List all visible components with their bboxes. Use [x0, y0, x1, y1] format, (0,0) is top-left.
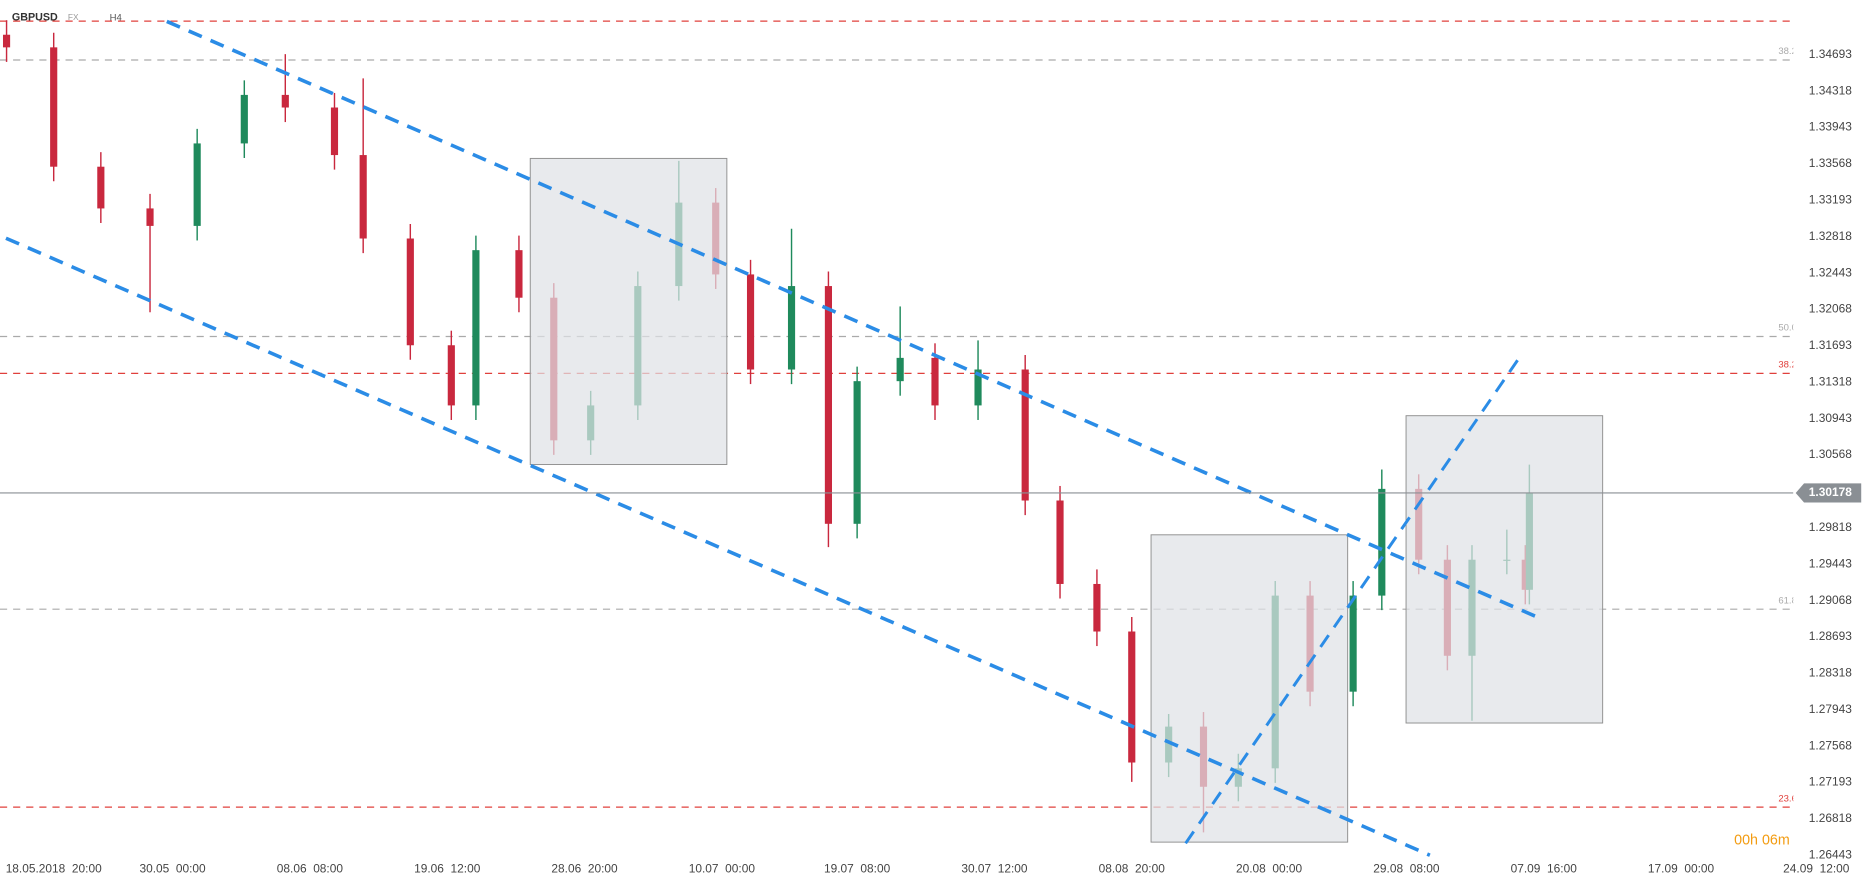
y-tick-label: 1.33568	[1809, 156, 1852, 170]
candle-body	[97, 166, 105, 209]
level-label: 23.6	[1778, 793, 1797, 804]
y-tick-label: 1.27943	[1809, 702, 1852, 716]
candle-body	[240, 94, 248, 144]
x-tick-label: 20.08 00:00	[1236, 862, 1303, 876]
candle-body	[2, 34, 11, 48]
x-tick-label: 10.07 00:00	[689, 862, 756, 876]
candle-body	[931, 357, 939, 406]
candle-body	[853, 381, 861, 524]
y-tick-label: 1.30568	[1809, 447, 1852, 461]
candle-body	[787, 286, 796, 370]
box	[1405, 415, 1604, 724]
candle-body	[193, 143, 201, 226]
y-tick-label: 1.29818	[1809, 520, 1852, 534]
y-tick-label: 1.32443	[1809, 265, 1852, 279]
level-label: 38.2	[1778, 46, 1797, 57]
box	[1150, 534, 1349, 843]
current-price-tag	[1795, 483, 1862, 503]
x-tick-label: 19.07 08:00	[824, 862, 891, 876]
y-tick-label: 1.28693	[1809, 629, 1852, 643]
x-tick-label: 28.06 20:00	[551, 862, 618, 876]
market: FX	[68, 12, 79, 22]
x-tick-label: 17.09 00:00	[1648, 862, 1715, 876]
x-tick-label: 19.06 12:00	[414, 862, 481, 876]
y-tick-label: 1.29068	[1809, 593, 1852, 607]
candle-body	[406, 238, 414, 346]
candle-body	[824, 286, 833, 524]
y-tick-label: 1.29443	[1809, 556, 1852, 570]
y-tick-label: 1.34693	[1809, 47, 1852, 61]
x-tick-label: 24.09 12:00	[1783, 862, 1850, 876]
box	[529, 157, 728, 466]
x-tick-label: 08.06 08:00	[277, 862, 344, 876]
countdown: 00h 06m	[1734, 833, 1790, 849]
y-tick-label: 1.31318	[1809, 374, 1852, 388]
symbol: GBPUSD	[12, 12, 58, 24]
x-tick-label: 07.09 16:00	[1511, 862, 1578, 876]
candle-body	[896, 357, 904, 382]
y-tick-label: 1.34318	[1809, 83, 1852, 97]
current-price-label: 1.30178	[1809, 485, 1852, 499]
trendline	[5, 236, 1431, 857]
candle-body	[1349, 595, 1357, 692]
candle-body	[281, 94, 289, 108]
trendline	[166, 19, 1538, 619]
candle-body	[515, 250, 523, 298]
trendline	[1184, 351, 1525, 845]
candle-body	[50, 47, 58, 167]
candle-body	[359, 155, 367, 239]
candle-body	[1093, 583, 1101, 632]
time-axis-bg	[0, 857, 1866, 885]
x-tick-label: 18.05.2018 20:00	[6, 862, 102, 876]
y-tick-label: 1.32068	[1809, 302, 1852, 316]
y-tick-label: 1.33943	[1809, 120, 1852, 134]
y-tick-label: 1.26443	[1809, 848, 1852, 862]
y-tick-label: 1.32818	[1809, 229, 1852, 243]
y-tick-label: 1.33193	[1809, 193, 1852, 207]
axes: 1.34693 1.34318 1.33943 1.33568 1.33193 1.328…	[6, 47, 1862, 876]
candle-body	[146, 208, 154, 226]
x-tick-label: 30.05 00:00	[139, 862, 206, 876]
price-axis-bg	[1793, 0, 1866, 885]
x-tick-label: 30.07 12:00	[961, 862, 1028, 876]
y-tick-label: 1.27568	[1809, 738, 1852, 752]
candle-body	[1128, 631, 1136, 763]
x-tick-label: 08.08 20:00	[1099, 862, 1166, 876]
candle-body	[472, 250, 480, 406]
candle-body	[1056, 500, 1064, 584]
level-label: 38.2	[1778, 360, 1797, 371]
y-tick-label: 1.26818	[1809, 811, 1852, 825]
y-tick-label: 1.27193	[1809, 775, 1852, 789]
candle-body	[447, 345, 455, 406]
highlight-boxes	[529, 157, 1604, 843]
level-label: 50.0	[1778, 323, 1797, 334]
candle-body	[330, 107, 339, 156]
y-tick-label: 1.28318	[1809, 666, 1852, 680]
candle-body	[974, 369, 982, 406]
timeframe: H4	[110, 12, 123, 23]
candle-body	[1021, 369, 1029, 501]
candle-body	[746, 274, 755, 370]
x-tick-label: 29.08 08:00	[1373, 862, 1440, 876]
y-tick-label: 1.30943	[1809, 411, 1852, 425]
trendlines	[5, 19, 1538, 857]
level-label: 61.8	[1778, 595, 1797, 606]
candle-body	[1378, 488, 1386, 596]
overlay: 38.2 50.0 38.2 61.8 23.6	[0, 46, 1797, 804]
y-tick-label: 1.31693	[1809, 338, 1852, 352]
